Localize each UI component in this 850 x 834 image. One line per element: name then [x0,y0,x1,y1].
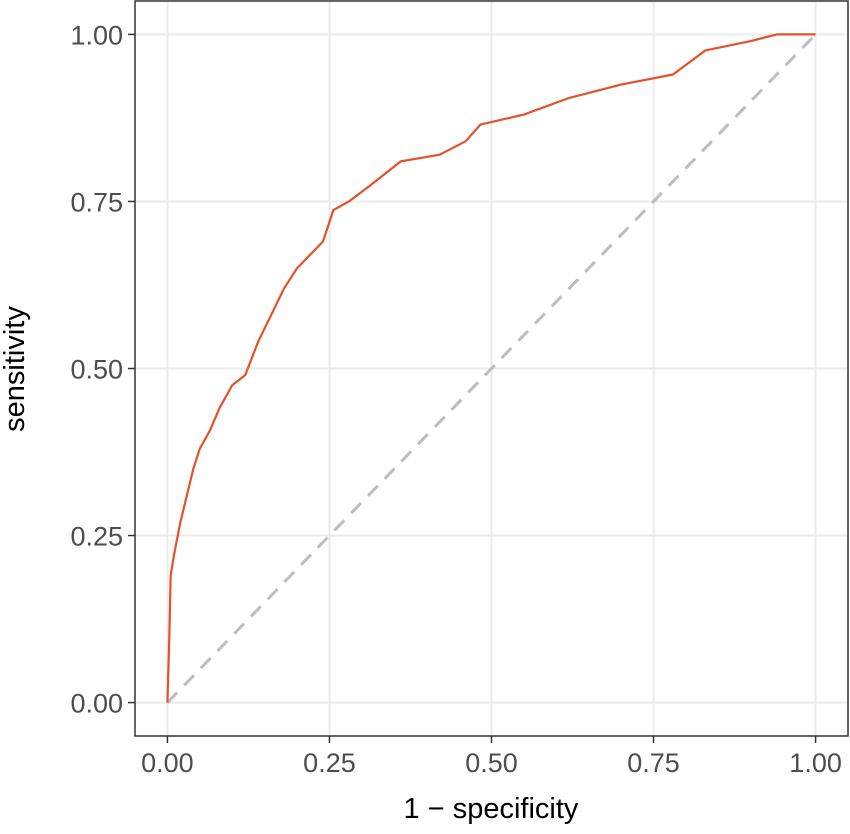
y-tick-label: 0.25 [70,522,123,552]
panel-border [134,0,849,737]
y-tick-label: 1.00 [70,20,123,50]
x-tick-label: 1.00 [789,748,842,778]
x-tick-label: 0.50 [465,748,518,778]
y-axis-title: sensitivity [0,306,31,432]
roc-curve [166,33,816,703]
x-tick-label: 0.25 [303,748,356,778]
y-tick-label: 0.00 [70,689,123,719]
x-tick-label: 0.00 [141,748,194,778]
y-tick-label: 0.75 [70,187,123,217]
x-tick-label: 0.75 [627,748,680,778]
reference-line [166,33,817,704]
y-tick-label: 0.50 [70,355,123,385]
x-axis-title: 1 − specificity [404,793,579,825]
